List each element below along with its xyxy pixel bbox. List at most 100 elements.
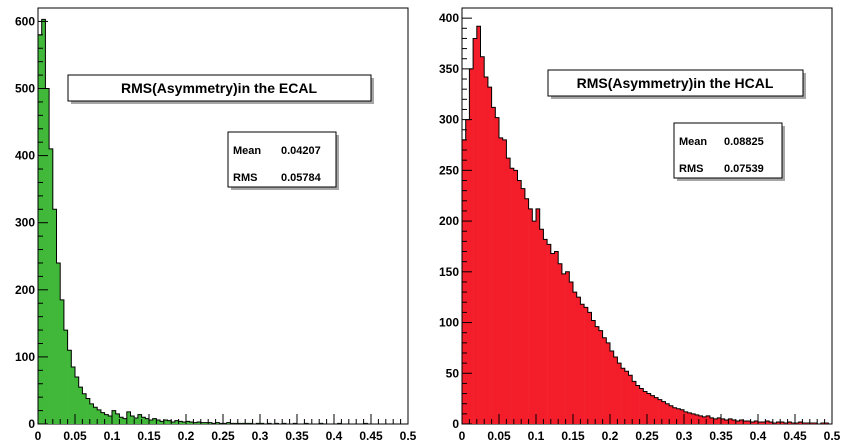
ecal-y-tick-label: 400 — [15, 149, 35, 163]
ecal-hist-bin — [86, 398, 91, 424]
hcal-hist-bin — [776, 421, 781, 424]
hcal-hist-bin — [510, 168, 515, 424]
hcal-hist-bin — [521, 188, 526, 424]
hcal-hist-bin — [628, 375, 633, 424]
hcal-hist-bin — [602, 337, 607, 424]
hcal-hist-bin — [621, 368, 626, 424]
ecal-hist-bin — [56, 262, 61, 424]
hcal-y-tick-label: 400 — [439, 11, 459, 25]
hcal-stats-rms-value: 0.07539 — [724, 163, 764, 175]
ecal-hist-bin — [108, 415, 113, 424]
hcal-hist-bin — [820, 422, 825, 424]
ecal-hist-bin — [63, 330, 68, 424]
ecal-title-box: RMS(Asymmetry)in the ECAL — [67, 74, 374, 104]
hcal-hist-bin — [787, 421, 792, 424]
ecal-hist-bin — [45, 88, 50, 425]
hcal-hist-bin — [580, 304, 585, 424]
hcal-hist-bin — [798, 421, 803, 424]
ecal-stats-mean-label: Mean — [233, 145, 261, 157]
ecal-hist-bin — [189, 421, 194, 424]
hcal-hist-bin — [695, 414, 700, 424]
hcal-y-tick-label: 100 — [439, 316, 459, 330]
hcal-hist-bin — [536, 208, 540, 424]
hcal-hist-bin — [598, 330, 603, 424]
ecal-hist-bin — [104, 414, 109, 424]
hcal-x-tick-label: 0.3 — [676, 429, 693, 443]
hcal-stats-mean-value: 0.08825 — [724, 136, 764, 148]
hcal-hist-bin — [739, 419, 744, 424]
hcal-x-tick-label: 0.45 — [783, 429, 807, 443]
hcal-hist-bin — [487, 87, 492, 424]
ecal-x-tick-label: 0.2 — [178, 429, 195, 443]
ecal-hist-bin — [160, 421, 165, 424]
ecal-stats-mean-value: 0.04207 — [281, 145, 321, 157]
hcal-hist-bin — [639, 388, 644, 424]
hcal-y-tick-label: 0 — [452, 417, 459, 431]
hcal-hist-bin — [746, 420, 751, 424]
hcal-hist-bin — [643, 391, 648, 424]
ecal-hist-bin — [67, 350, 72, 424]
ecal-x-tick-label: 0.15 — [137, 429, 161, 443]
hcal-hist-bin — [758, 421, 762, 424]
hcal-hist-bin — [569, 281, 574, 424]
hcal-hist-bin — [547, 244, 552, 424]
ecal-hist-bin — [75, 377, 79, 424]
hcal-hist-bin — [709, 417, 714, 424]
hcal-hist-bin — [680, 409, 685, 424]
hcal-hist-bin — [809, 422, 814, 424]
hcal-hist-bin — [691, 413, 696, 424]
ecal-hist-bin — [119, 417, 124, 424]
ecal-hist-bin — [126, 411, 131, 424]
hcal-hist-bin — [647, 393, 651, 424]
hcal-hist-bin — [495, 117, 500, 424]
hcal-hist-bin — [658, 399, 663, 424]
ecal-hist-bin — [145, 418, 150, 424]
hcal-hist-bin — [595, 326, 600, 424]
hcal-hist-bin — [524, 198, 529, 424]
hcal-hist-bin — [717, 417, 722, 424]
hcal-hist-bin — [543, 239, 548, 424]
hcal-title-box: RMS(Asymmetry)in the HCAL — [547, 69, 806, 99]
hcal-hist-bin — [632, 381, 637, 424]
hcal-hist-bin — [684, 411, 688, 424]
hcal-hist-bin — [713, 418, 718, 424]
ecal-x-tick-label: 0.3 — [252, 429, 269, 443]
hcal-stats-rms-label: RMS — [679, 163, 703, 175]
hcal-hist-bin — [587, 312, 592, 424]
hcal-y-tick-label: 350 — [439, 62, 459, 76]
hcal-hist-bin — [669, 405, 674, 424]
ecal-hist-bin — [112, 410, 116, 424]
ecal-hist-bin — [193, 422, 198, 424]
ecal-hist-bin — [115, 413, 120, 424]
hcal-hist-bin — [469, 68, 474, 424]
hcal-hist-bin — [806, 422, 811, 424]
hcal-chart-title: RMS(Asymmetry)in the HCAL — [577, 75, 774, 91]
ecal-hist-bin — [182, 421, 187, 424]
hcal-hist-bin — [654, 397, 659, 424]
hcal-hist-bin — [499, 137, 503, 424]
hcal-y-tick-label: 300 — [439, 113, 459, 127]
hcal-hist-bin — [743, 420, 748, 424]
ecal-hist-bin — [41, 19, 46, 424]
ecal-hist-bin — [152, 418, 157, 424]
hcal-hist-bin — [576, 297, 581, 424]
ecal-y-tick-label: 0 — [28, 417, 35, 431]
hcal-y-tick-label: 150 — [439, 265, 459, 279]
hcal-hist-bin — [795, 422, 799, 424]
ecal-hist-bin — [123, 418, 128, 424]
ecal-x-tick-label: 0.25 — [211, 429, 235, 443]
ecal-hist-bin — [156, 419, 161, 424]
hcal-hist-bin — [617, 363, 622, 424]
hcal-hist-bin — [532, 221, 537, 424]
ecal-stats-rms-value: 0.05784 — [281, 172, 322, 184]
hcal-stats-box: Mean 0.08825 RMS 0.07539 — [673, 122, 785, 181]
ecal-stats-rms-label: RMS — [233, 172, 257, 184]
ecal-hist-bin — [71, 366, 76, 424]
ecal-hist-bin — [226, 422, 231, 424]
hcal-hist-bin — [780, 421, 785, 424]
hcal-hist-bin — [724, 419, 729, 424]
hcal-hist-bin — [584, 307, 589, 424]
hcal-x-tick-label: 0.4 — [750, 429, 767, 443]
hcal-hist-bin — [676, 408, 681, 424]
